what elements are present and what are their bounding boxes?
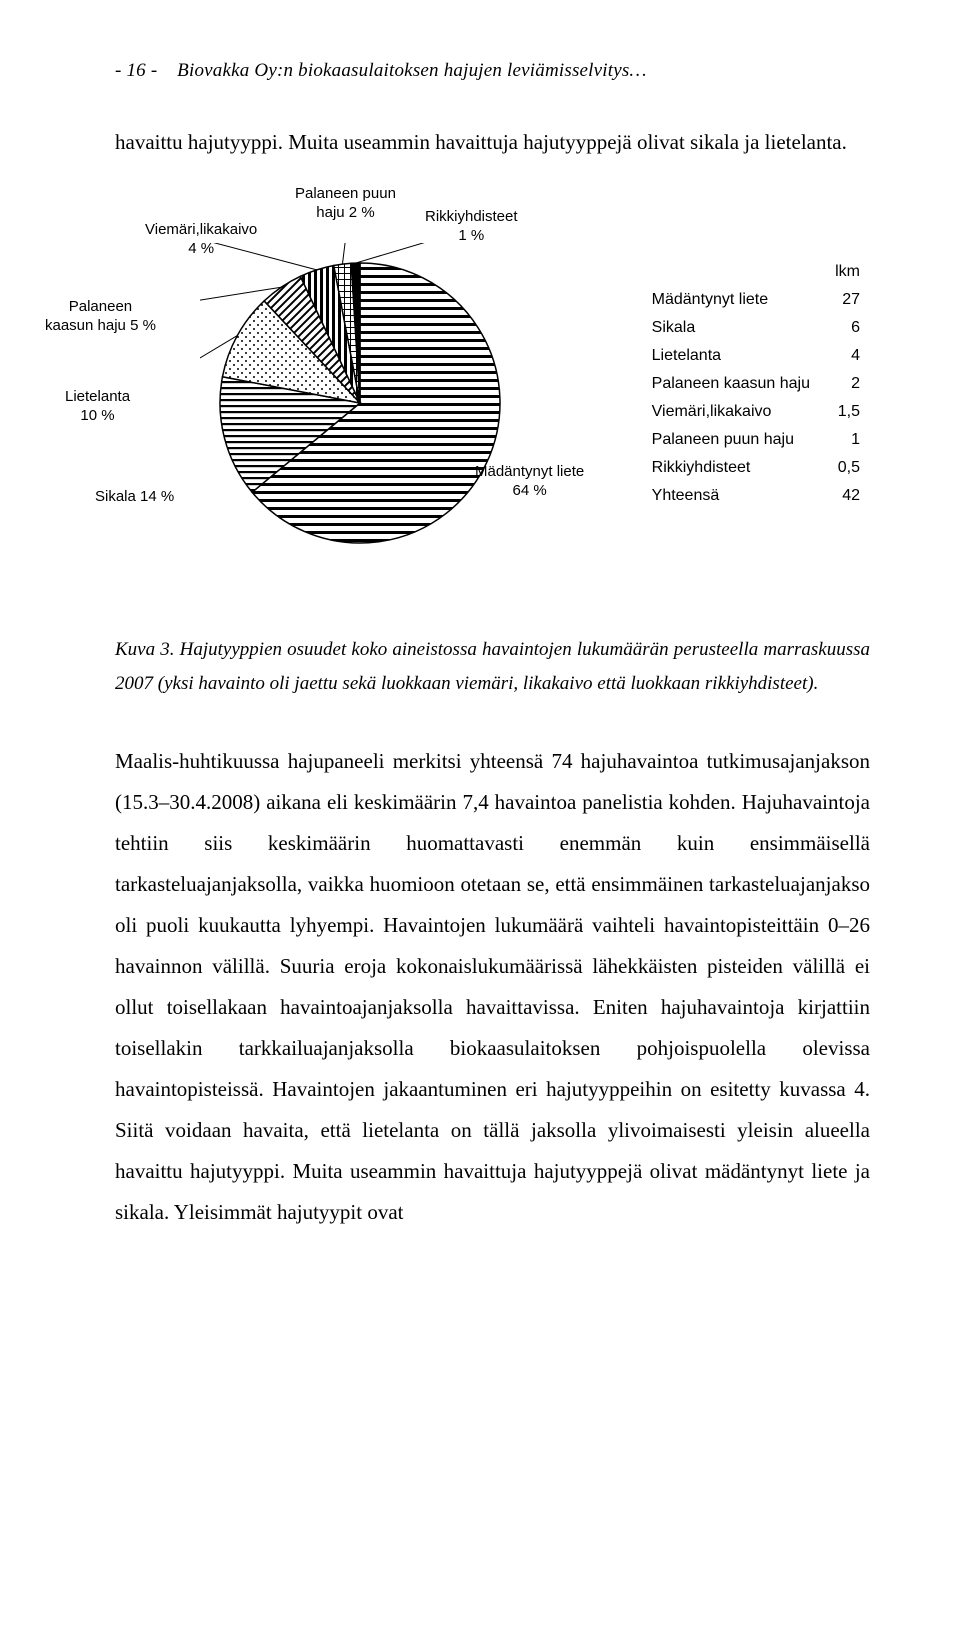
table-cell-name: Viemäri,likakaivo [652,398,820,426]
table-cell-value: 1,5 [820,398,870,426]
table-cell-name: Palaneen puun haju [652,426,820,454]
table-cell-value: 0,5 [820,454,870,482]
figure-caption: Kuva 3. Hajutyyppien osuudet koko aineis… [115,633,870,701]
table-row: Lietelanta4 [652,342,870,370]
table-header: lkm [820,258,870,286]
table-row: Mädäntynyt liete27 [652,286,870,314]
table-cell-name: Rikkiyhdisteet [652,454,820,482]
pie-label-lietelanta: Lietelanta10 % [65,388,130,426]
table-row: Sikala6 [652,314,870,342]
table-row: Palaneen kaasun haju2 [652,370,870,398]
page-header: - 16 - Biovakka Oy:n biokaasulaitoksen h… [115,60,870,82]
pie-label-sikala: Sikala 14 % [95,488,174,507]
table-row: Viemäri,likakaivo1,5 [652,398,870,426]
leader-line-rikki [356,243,480,263]
table-cell-value: 1 [820,426,870,454]
pie-label-puun: Palaneen puunhaju 2 % [295,185,396,223]
table-cell-name: Mädäntynyt liete [652,286,820,314]
table-cell-value: 6 [820,314,870,342]
table-cell-name: Yhteensä [652,482,820,510]
pie-label-viemari: Viemäri,likakaivo4 % [145,221,257,259]
pie-chart [200,243,520,563]
pie-label-kaasu: Palaneenkaasun haju 5 % [45,298,156,336]
data-table: lkm Mädäntynyt liete27Sikala6Lietelanta4… [652,258,870,510]
page-number: - 16 - [115,60,157,81]
table-row: Rikkiyhdisteet0,5 [652,454,870,482]
table-cell-value: 2 [820,370,870,398]
intro-paragraph: havaittu hajutyyppi. Muita useammin hava… [115,122,870,163]
pie-label-rikki: Rikkiyhdisteet1 % [425,208,518,246]
leader-line-puun [342,243,350,264]
page-header-title: Biovakka Oy:n biokaasulaitoksen hajujen … [177,60,646,81]
table-cell-name: Sikala [652,314,820,342]
table-cell-value: 27 [820,286,870,314]
figure-3: Mädäntynyt liete64 %Sikala 14 %Lietelant… [115,183,870,603]
pie-label-madantynyt: Mädäntynyt liete64 % [475,463,584,501]
main-paragraph: Maalis-huhtikuussa hajupaneeli merkitsi … [115,741,870,1232]
table-row: Palaneen puun haju1 [652,426,870,454]
table-cell-name: Lietelanta [652,342,820,370]
table-cell-name: Palaneen kaasun haju [652,370,820,398]
table-row: Yhteensä42 [652,482,870,510]
table-cell-value: 4 [820,342,870,370]
table-cell-value: 42 [820,482,870,510]
